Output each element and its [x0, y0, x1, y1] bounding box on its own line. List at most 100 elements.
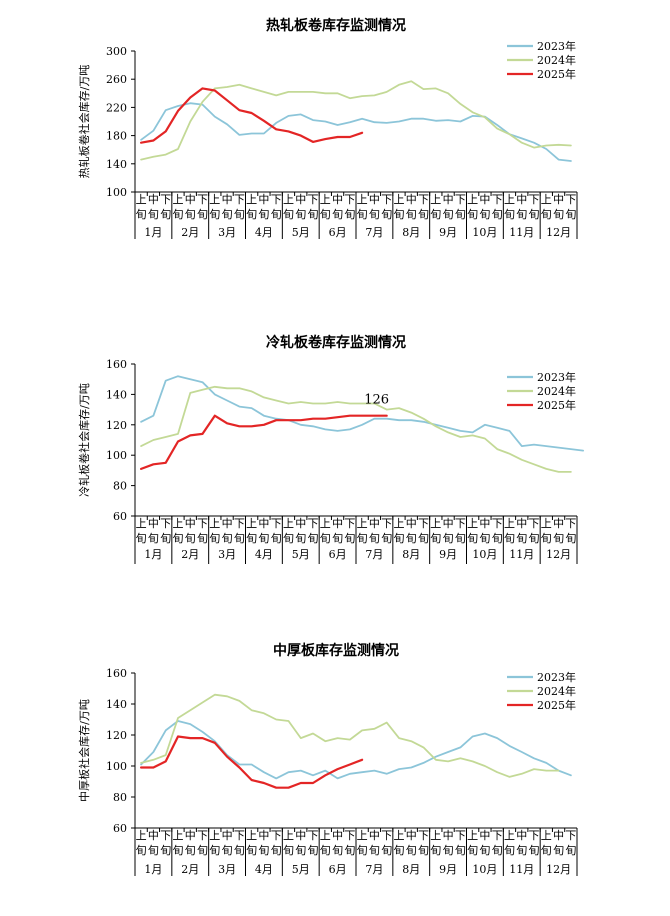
x-tick-dekad: 下 — [271, 829, 282, 842]
x-tick-month: 11月 — [509, 548, 534, 561]
x-tick-dekad-suffix: 旬 — [479, 844, 490, 857]
x-tick-dekad-suffix: 旬 — [406, 532, 417, 545]
x-tick-month: 3月 — [218, 548, 236, 561]
x-tick-month: 11月 — [509, 863, 534, 876]
x-tick-dekad-suffix: 旬 — [172, 844, 183, 857]
x-tick-dekad: 下 — [234, 829, 245, 842]
data-label-latest: 126 — [364, 393, 389, 408]
x-tick-dekad: 中 — [148, 829, 159, 842]
y-tick-label: 260 — [106, 73, 127, 86]
x-tick-dekad-suffix: 旬 — [332, 844, 343, 857]
x-tick-dekad-suffix: 旬 — [185, 532, 196, 545]
y-axis-label: 中厚板社会库存/万吨 — [77, 699, 91, 802]
legend-label: 2023年 — [537, 370, 576, 384]
data-label-latest: 184 — [364, 0, 389, 4]
x-tick-dekad-suffix: 旬 — [222, 532, 233, 545]
y-tick-label: 160 — [106, 358, 127, 371]
x-tick-dekad: 中 — [443, 829, 454, 842]
x-tick-dekad-suffix: 旬 — [529, 844, 540, 857]
x-tick-dekad-suffix: 旬 — [209, 208, 220, 221]
x-tick-month: 12月 — [546, 863, 571, 876]
x-tick-dekad: 下 — [565, 829, 576, 842]
x-tick-dekad-suffix: 旬 — [565, 844, 576, 857]
x-tick-dekad-suffix: 旬 — [295, 844, 306, 857]
x-tick-month: 8月 — [402, 226, 420, 239]
x-tick-dekad: 中 — [479, 193, 490, 206]
x-tick-dekad-suffix: 旬 — [234, 208, 245, 221]
x-tick-dekad: 上 — [172, 829, 183, 842]
x-tick-dekad-suffix: 旬 — [344, 532, 355, 545]
x-tick-dekad-suffix: 旬 — [246, 208, 257, 221]
x-tick-dekad: 中 — [148, 193, 159, 206]
x-tick-dekad: 中 — [222, 829, 233, 842]
x-tick-month: 7月 — [365, 226, 383, 239]
x-tick-dekad: 上 — [541, 829, 552, 842]
x-tick-dekad-suffix: 旬 — [406, 844, 417, 857]
x-tick-dekad: 中 — [553, 829, 564, 842]
x-tick-dekad-suffix: 旬 — [369, 532, 380, 545]
x-tick-dekad: 下 — [492, 829, 503, 842]
x-tick-dekad-suffix: 旬 — [455, 532, 466, 545]
x-tick-dekad: 中 — [406, 829, 417, 842]
x-tick-dekad: 中 — [258, 517, 269, 530]
x-tick-dekad-suffix: 旬 — [381, 208, 392, 221]
x-tick-dekad-suffix: 旬 — [492, 208, 503, 221]
series-line-2025 — [140, 87, 364, 144]
x-tick-dekad-suffix: 旬 — [283, 532, 294, 545]
y-tick-label: 60 — [113, 822, 127, 835]
x-tick-dekad: 下 — [565, 193, 576, 206]
y-tick-label: 60 — [113, 510, 127, 523]
x-tick-dekad: 上 — [393, 193, 404, 206]
x-tick-dekad-suffix: 旬 — [418, 532, 429, 545]
x-tick-dekad-suffix: 旬 — [258, 208, 269, 221]
x-tick-dekad-suffix: 旬 — [430, 844, 441, 857]
x-tick-dekad: 上 — [357, 829, 368, 842]
series-line-2023 — [140, 720, 572, 780]
x-tick-dekad: 上 — [136, 193, 147, 206]
x-tick-dekad: 中 — [185, 517, 196, 530]
x-tick-dekad-suffix: 旬 — [467, 844, 478, 857]
x-tick-month: 2月 — [181, 226, 199, 239]
x-tick-month: 10月 — [472, 226, 497, 239]
data-label-latest: 104 — [364, 0, 389, 4]
x-tick-dekad: 上 — [504, 193, 515, 206]
x-tick-month: 3月 — [218, 863, 236, 876]
x-tick-dekad-suffix: 旬 — [418, 208, 429, 221]
x-tick-dekad: 下 — [492, 193, 503, 206]
x-tick-dekad: 中 — [553, 193, 564, 206]
x-tick-dekad: 下 — [529, 517, 540, 530]
x-tick-dekad: 中 — [516, 829, 527, 842]
series-line-2024 — [140, 693, 560, 778]
x-tick-dekad: 上 — [393, 829, 404, 842]
x-tick-dekad-suffix: 旬 — [406, 208, 417, 221]
x-tick-dekad: 上 — [357, 193, 368, 206]
y-tick-label: 80 — [113, 791, 127, 804]
x-tick-dekad: 下 — [197, 517, 208, 530]
x-tick-dekad: 下 — [234, 517, 245, 530]
y-tick-label: 80 — [113, 480, 127, 493]
y-tick-label: 100 — [106, 449, 127, 462]
x-tick-dekad: 下 — [344, 829, 355, 842]
y-tick-label: 160 — [106, 667, 127, 680]
x-tick-month: 3月 — [218, 226, 236, 239]
x-tick-dekad-suffix: 旬 — [258, 532, 269, 545]
x-tick-dekad: 上 — [357, 517, 368, 530]
y-tick-label: 140 — [106, 388, 127, 401]
x-tick-dekad: 中 — [369, 193, 380, 206]
x-tick-dekad-suffix: 旬 — [148, 208, 159, 221]
x-tick-dekad: 上 — [283, 829, 294, 842]
x-tick-dekad: 下 — [455, 193, 466, 206]
legend-label: 2023年 — [537, 670, 576, 684]
x-tick-dekad: 下 — [529, 829, 540, 842]
legend-label: 2024年 — [537, 384, 576, 398]
x-tick-dekad: 上 — [320, 829, 331, 842]
x-tick-dekad-suffix: 旬 — [160, 208, 171, 221]
x-tick-dekad-suffix: 旬 — [357, 844, 368, 857]
x-tick-month: 9月 — [439, 548, 457, 561]
x-tick-dekad-suffix: 旬 — [295, 532, 306, 545]
x-tick-dekad-suffix: 旬 — [443, 844, 454, 857]
x-tick-month: 7月 — [365, 548, 383, 561]
x-tick-month: 9月 — [439, 863, 457, 876]
chart-title: 中厚板库存监测情况 — [273, 642, 399, 659]
x-tick-dekad: 中 — [553, 517, 564, 530]
